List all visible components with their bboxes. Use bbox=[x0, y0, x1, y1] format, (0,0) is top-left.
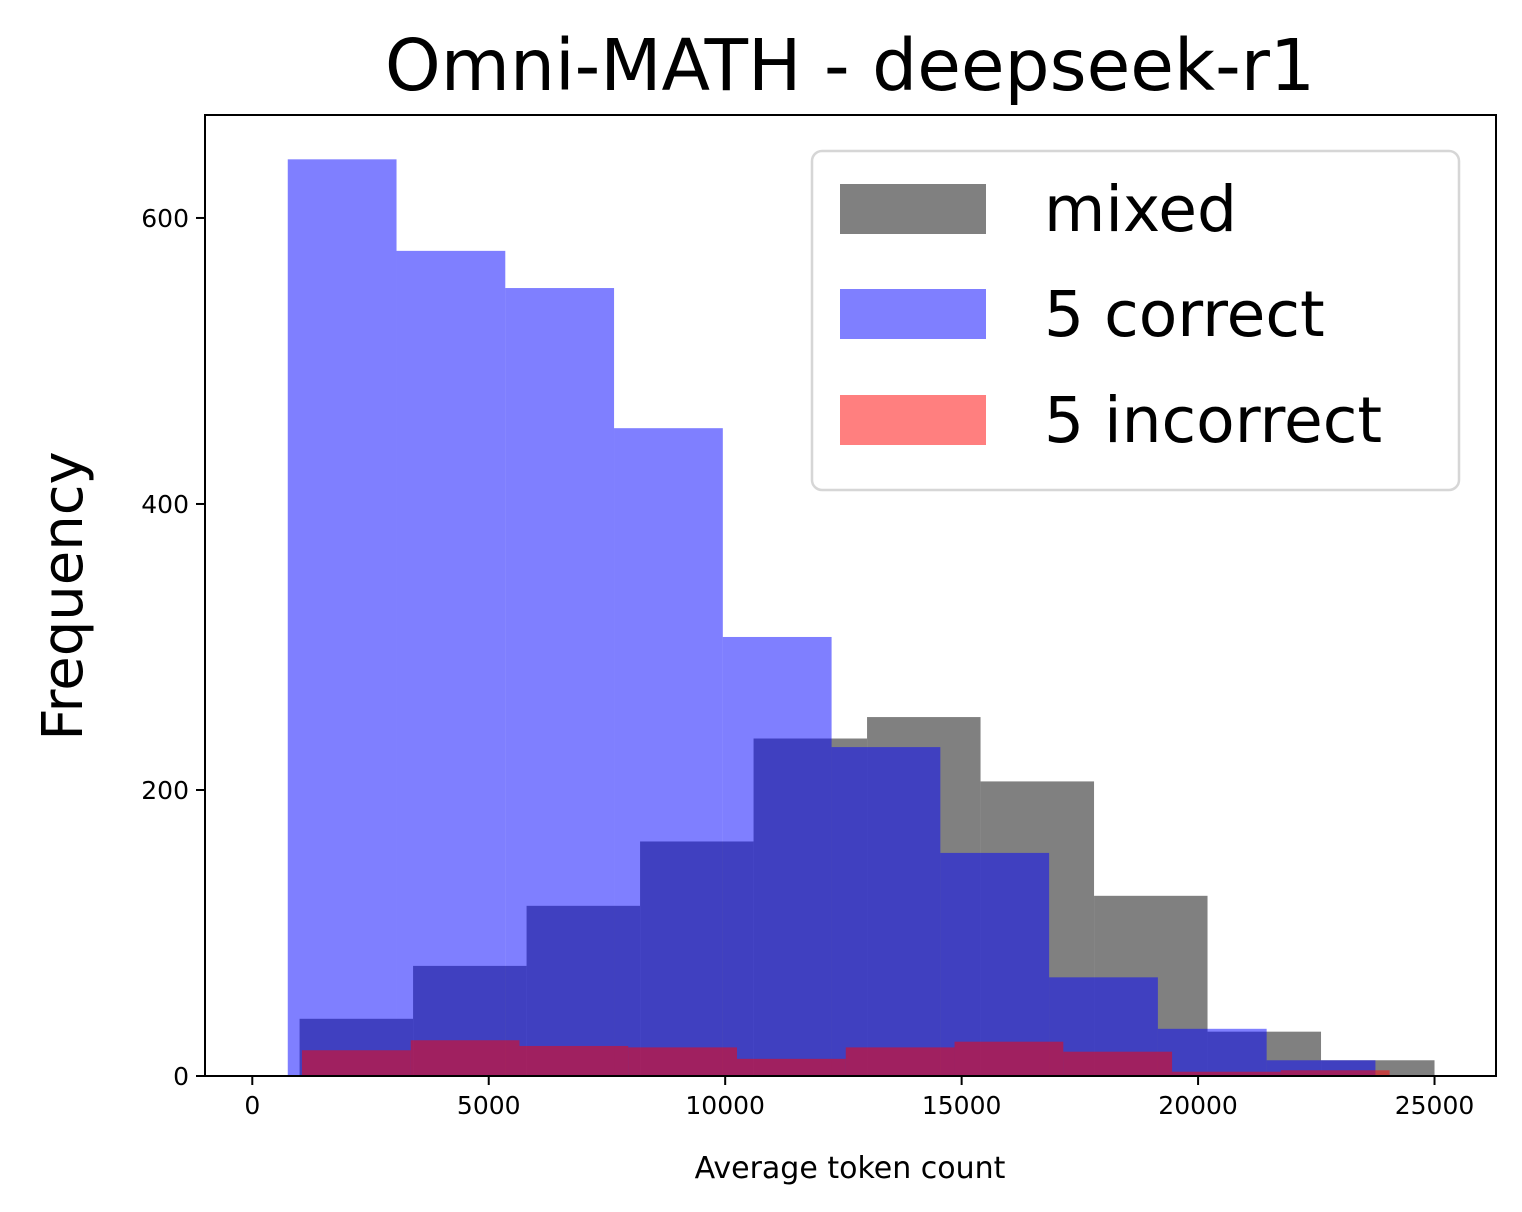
series-5-incorrect bbox=[301, 1040, 1390, 1076]
legend-label-5-incorrect: 5 incorrect bbox=[1044, 384, 1382, 457]
chart-title: Omni-MATH - deepseek-r1 bbox=[385, 24, 1315, 107]
plot-frame bbox=[204, 114, 1497, 1077]
x-tick-label-1: 5000 bbox=[457, 1091, 521, 1120]
bar-5-incorrect-6 bbox=[954, 1041, 1064, 1076]
x-axis-ticks: 0 5000 10000 15000 20000 25000 bbox=[244, 1076, 1474, 1120]
legend-swatch-5-correct bbox=[840, 289, 986, 339]
y-tick-label-0: 0 bbox=[173, 1062, 189, 1091]
bar-5-correct-1 bbox=[396, 250, 506, 1077]
bar-5-correct-0 bbox=[287, 159, 397, 1076]
bar-5-correct-3 bbox=[614, 428, 723, 1076]
x-tick-label-0: 0 bbox=[244, 1091, 260, 1120]
bar-5-correct-5 bbox=[831, 747, 941, 1076]
y-axis-title: Frequency bbox=[31, 451, 96, 740]
bar-5-incorrect-3 bbox=[628, 1047, 738, 1076]
legend-label-5-correct: 5 correct bbox=[1044, 278, 1325, 351]
x-tick-label-5: 25000 bbox=[1395, 1091, 1475, 1120]
legend: mixed 5 correct 5 incorrect bbox=[810, 149, 1461, 492]
bar-5-incorrect-4 bbox=[737, 1058, 846, 1076]
x-tick-label-4: 20000 bbox=[1158, 1091, 1238, 1120]
bar-5-incorrect-8 bbox=[1172, 1071, 1281, 1076]
bar-5-incorrect-2 bbox=[519, 1045, 629, 1076]
bars-layer bbox=[287, 159, 1435, 1077]
legend-swatch-5-incorrect bbox=[840, 395, 986, 445]
y-tick-label-3: 600 bbox=[141, 204, 189, 233]
y-tick-label-1: 200 bbox=[141, 776, 189, 805]
bar-5-incorrect-1 bbox=[410, 1040, 520, 1076]
bar-5-incorrect-7 bbox=[1063, 1051, 1173, 1076]
y-axis-ticks: 0 200 400 600 bbox=[141, 204, 205, 1091]
bar-5-incorrect-5 bbox=[845, 1047, 955, 1076]
legend-swatch-mixed bbox=[840, 184, 986, 234]
x-axis-title: Average token count bbox=[695, 1151, 1006, 1186]
bar-5-correct-4 bbox=[722, 636, 832, 1076]
x-tick-label-2: 10000 bbox=[685, 1091, 765, 1120]
bar-5-correct-8 bbox=[1157, 1028, 1267, 1076]
bar-5-incorrect-9 bbox=[1280, 1070, 1390, 1076]
series-5-correct bbox=[287, 159, 1376, 1077]
bar-5-correct-2 bbox=[505, 288, 615, 1076]
legend-label-mixed: mixed bbox=[1044, 173, 1237, 246]
bar-5-incorrect-0 bbox=[301, 1050, 411, 1076]
y-tick-label-2: 400 bbox=[141, 490, 189, 519]
x-tick-label-3: 15000 bbox=[922, 1091, 1002, 1120]
bar-5-correct-6 bbox=[940, 852, 1050, 1076]
